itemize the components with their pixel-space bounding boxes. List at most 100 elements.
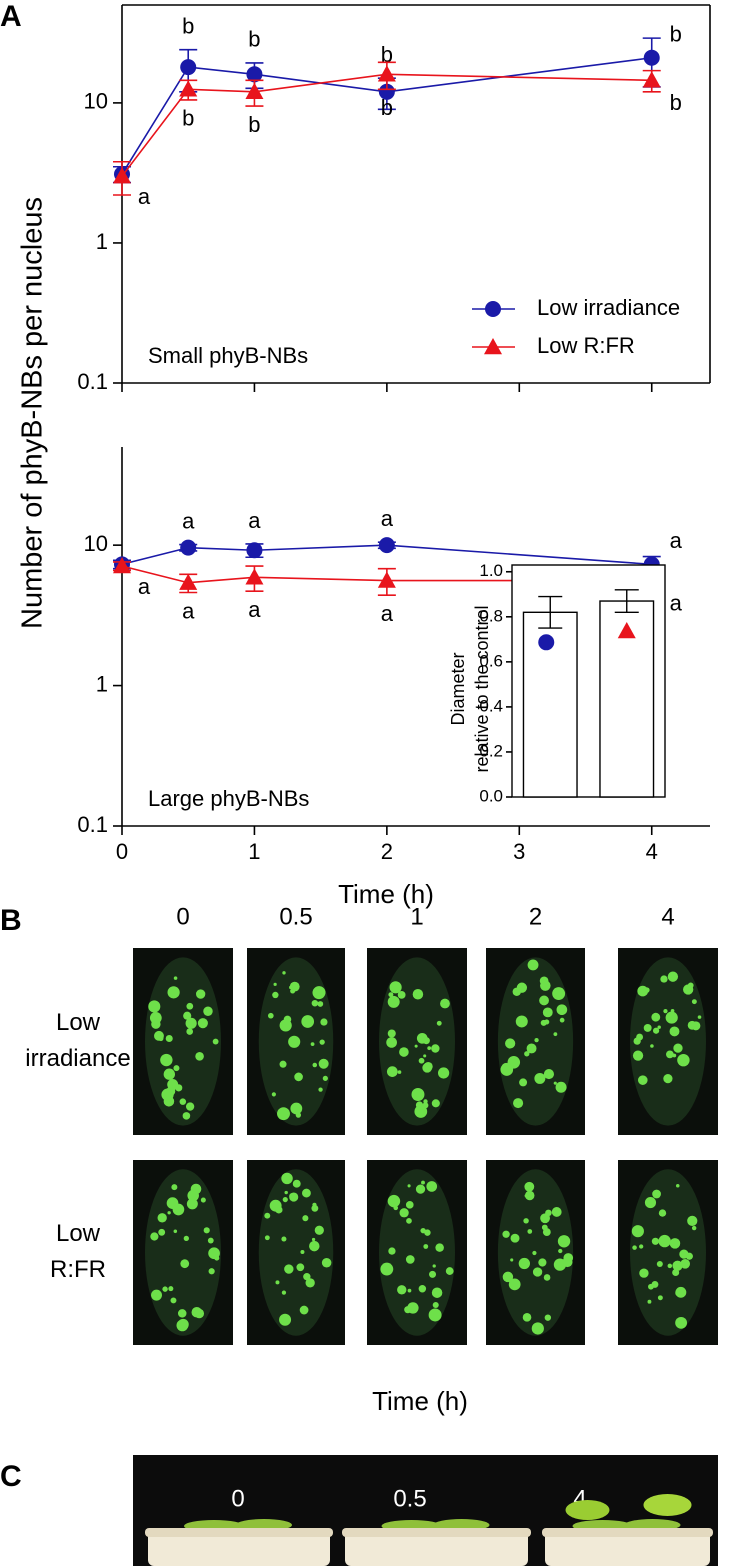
nuclear-body [179, 1098, 187, 1105]
nuclear-body [512, 987, 521, 996]
nuclear-body [312, 1062, 318, 1068]
nuclear-body [173, 976, 178, 980]
nuclear-body [157, 1213, 167, 1223]
nuclear-body [380, 1262, 394, 1276]
data-point [246, 66, 263, 83]
nuclear-body [389, 981, 402, 994]
nuclear-body [432, 1301, 439, 1309]
nuclear-body [424, 1229, 431, 1236]
nuclear-body [290, 988, 296, 994]
data-point [378, 83, 395, 100]
nuclear-body [319, 1039, 325, 1045]
nuclear-body [687, 1215, 698, 1227]
nuclear-body [208, 1268, 215, 1275]
bar [522, 611, 578, 798]
nuclear-body [518, 1257, 531, 1270]
nuclear-body [277, 1107, 290, 1121]
nuclear-body [195, 1051, 204, 1061]
nuclear-body [300, 1249, 305, 1255]
nuclear-body [677, 1053, 690, 1067]
nuclear-body [527, 1229, 533, 1234]
nuclear-body [527, 959, 539, 971]
nuclear-body [294, 1072, 303, 1082]
nuclear-body [656, 1260, 663, 1268]
nuclear-body [557, 1235, 571, 1248]
micrograph-xlabel: Time (h) [372, 1386, 468, 1416]
nuclear-body [197, 1018, 208, 1029]
nuclear-body [652, 1189, 661, 1199]
nuclear-body [428, 1308, 442, 1322]
nuclear-body [296, 1263, 305, 1272]
nuclear-body [393, 1205, 399, 1211]
nuclear-body [290, 1102, 303, 1115]
nuclear-body [397, 990, 406, 999]
y-tick-label: 0.2 [479, 741, 503, 760]
nuclear-body [657, 1295, 663, 1301]
nuclear-body [652, 1027, 660, 1034]
nuclear-body [148, 1000, 161, 1013]
nuclear-body [524, 1051, 530, 1057]
nuclear-body [399, 1047, 409, 1057]
data-point [113, 557, 131, 574]
x-axis-label: Time (h) [338, 879, 434, 909]
nuclear-body [168, 1286, 174, 1292]
nuclear-body [559, 1017, 565, 1023]
nuclear-body [311, 1204, 319, 1212]
nuclear-body [272, 991, 279, 999]
nuclear-body [303, 1273, 311, 1281]
nuclear-body [658, 1234, 671, 1248]
significance-letter: b [670, 90, 682, 115]
pot-rim [342, 1528, 531, 1537]
nuclear-body [281, 1172, 293, 1185]
column-label: 1 [410, 903, 423, 930]
nuclear-body [281, 1290, 287, 1295]
nuclear-body [663, 1073, 673, 1084]
nuclear-body [673, 1043, 683, 1053]
nuclear-body [158, 1228, 166, 1236]
nuclear-body [182, 1112, 191, 1120]
y-tick-label: 0.1 [77, 369, 108, 394]
significance-letter: a [138, 574, 151, 599]
nuclear-body [542, 1007, 553, 1018]
nuclear-body [639, 1244, 644, 1249]
nuclear-body [563, 1253, 574, 1263]
nuclear-body [513, 1098, 524, 1109]
significance-letter: b [182, 13, 194, 38]
nuclear-body [426, 1181, 438, 1192]
nuclear-body [186, 1198, 198, 1210]
nuclear-body [636, 1033, 644, 1041]
data-point [179, 80, 198, 97]
nuclear-body [631, 1225, 644, 1238]
nuclear-body [264, 1212, 271, 1219]
nuclear-body [431, 1044, 440, 1053]
row-label: irradiance [25, 1045, 130, 1072]
nuclear-body [669, 1026, 680, 1037]
nuclear-body [279, 1313, 292, 1326]
pot [148, 1530, 330, 1566]
nuclear-body [524, 1194, 528, 1198]
nuclear-body [418, 1284, 427, 1293]
nuclear-body [431, 1099, 440, 1108]
nuclear-body [632, 1245, 637, 1250]
panel-label: A [0, 0, 22, 33]
nuclear-body [423, 1099, 428, 1104]
nuclear-body [186, 1002, 194, 1010]
nuclear-body [288, 1035, 301, 1048]
panel-label: B [0, 904, 22, 937]
nuclear-body [421, 1180, 425, 1185]
nuclear-body [553, 1032, 558, 1037]
nuclear-body [502, 1230, 510, 1238]
nuclear-body [187, 1189, 199, 1202]
y-tick-label: 0.8 [479, 606, 503, 625]
nuclear-body [422, 1037, 430, 1045]
nuclear-body [388, 1247, 396, 1255]
y-tick-label: 1 [96, 671, 108, 696]
nuclear-body [672, 1242, 679, 1249]
nuclear-body [519, 1078, 528, 1087]
chart-title: Small phyB-NBs [148, 343, 308, 368]
y-axis-label: Number of phyB-NBs per nucleus [17, 197, 49, 629]
significance-letter: b [381, 95, 393, 120]
nuclear-body [445, 1267, 454, 1275]
nuclear-body [544, 1314, 552, 1321]
